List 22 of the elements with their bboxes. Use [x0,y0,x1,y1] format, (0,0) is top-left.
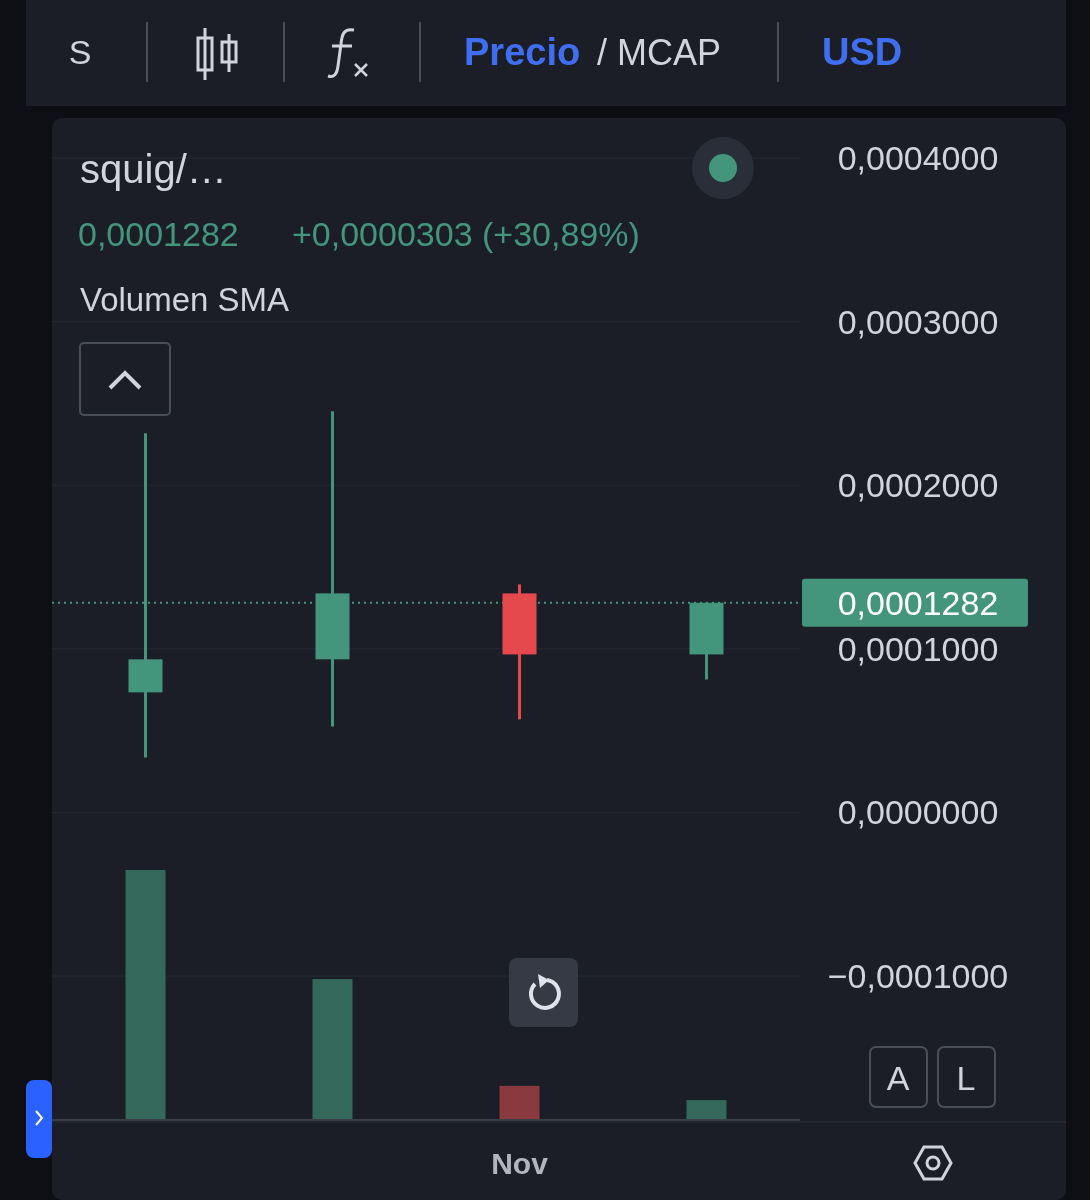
text: / MCAP [597,31,722,73]
y-tick-label: 0,0001000 [837,629,999,668]
text: Precio [464,31,581,74]
text: L [956,1058,976,1097]
text: S [68,32,92,71]
x-tick-label: Nov [491,1146,549,1180]
y-tick-label: 0,0002000 [837,466,999,505]
bar [312,979,353,1119]
bar [499,1085,540,1119]
text: squig/… [80,147,227,191]
y-tick-label: 0,0004000 [837,138,999,177]
bar [686,1100,727,1119]
annotation: 0,0001282 [78,214,239,253]
text: A [886,1058,910,1097]
bar [125,870,166,1119]
annotation: +0,0000303 (+30,89%) [292,214,640,253]
text: USD [822,31,903,74]
y-tick-label: −0,0001000 [827,956,1009,995]
annotation: Volumen SMA [80,280,290,318]
y-tick-label: 0,0000000 [837,793,999,832]
y-tick-label: 0,0003000 [837,302,999,341]
ref-line-label: 0,0001282 [837,583,999,622]
